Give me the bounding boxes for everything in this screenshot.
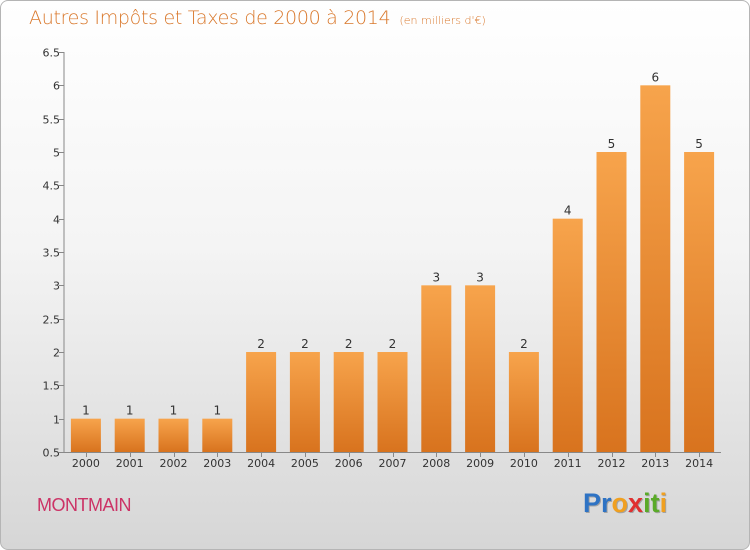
data-label: 3 [476,270,484,284]
y-tick-label: 1.5 [43,380,61,393]
chart-title-main: Autres Impôts et Taxes de 2000 à 2014 [29,7,391,29]
bar-2012 [596,152,627,452]
bar-2001 [114,418,145,452]
data-label: 3 [432,270,440,284]
data-label: 4 [564,204,572,218]
bar-2003 [202,418,233,452]
x-tick-label: 2000 [72,457,100,470]
x-tick-label: 2010 [510,457,538,470]
x-tick-label: 2006 [335,457,363,470]
bar-2009 [465,285,496,452]
data-label: 2 [389,337,397,351]
data-label: 2 [257,337,265,351]
axes: 0.5 1 1.5 2 2.5 3 3.5 4 4.5 5 5.5 6 6.5 [43,47,721,460]
data-label: 1 [126,404,134,418]
data-label: 1 [170,404,178,418]
data-label: 5 [695,137,703,151]
bar-2014 [684,152,715,452]
logo-letter: P [583,488,602,518]
logo-letter: x [628,488,644,518]
y-tick-label: 5 [53,147,60,160]
x-tick-label: 2009 [466,457,494,470]
x-tick-label: 2002 [160,457,188,470]
x-tick-label: 2013 [641,457,669,470]
bar-2004 [246,352,277,452]
bar-2010 [508,352,539,452]
data-label: 5 [608,137,616,151]
x-tick-label: 2012 [598,457,626,470]
x-tick-label: 2007 [379,457,407,470]
logo-letter: r [601,488,612,518]
y-tick-label: 3.5 [43,247,61,260]
bar-2011 [552,218,583,452]
data-label: 1 [213,404,221,418]
logo-letter: o [611,488,629,518]
x-tick-label: 2008 [422,457,450,470]
x-tick-label: 2011 [554,457,582,470]
chart-unit-note: (en milliers d'€) [399,14,486,27]
data-label: 2 [520,337,528,351]
logo-letter: t [650,488,660,518]
bar-2000 [70,418,101,452]
y-tick-label: 4 [53,214,60,227]
y-tick-label: 3 [53,280,60,293]
y-tick-label: 2 [53,347,60,360]
x-tick-label: 2014 [685,457,713,470]
bar-2008 [421,285,452,452]
bar-2002 [158,418,189,452]
proxiti-logo[interactable]: Proxiti [583,488,667,519]
labels-group: 2000 1 2001 1 2002 1 2003 1 2004 2 2005 2 2006 2 2007 2… [72,70,713,470]
bar-2005 [289,352,320,452]
data-label: 2 [301,337,309,351]
y-tick-label: 1 [53,414,60,427]
x-tick-label: 2001 [116,457,144,470]
data-label: 2 [345,337,353,351]
chart-title: Autres Impôts et Taxes de 2000 à 2014 (e… [29,7,486,29]
x-tick-label: 2003 [203,457,231,470]
y-tick-label: 0.5 [43,447,61,460]
bar-2013 [640,85,671,452]
bars-group [70,85,715,452]
bar-2007 [377,352,408,452]
commune-name: MONTMAIN [37,495,132,515]
y-tick-label: 4.5 [43,180,61,193]
x-tick-label: 2005 [291,457,319,470]
logo-letter: i [659,488,668,518]
bar-2006 [333,352,364,452]
y-tick-label: 6.5 [43,47,61,60]
y-tick-label: 6 [53,80,60,93]
logo-letter: i [643,488,651,518]
x-tick-label: 2004 [247,457,275,470]
data-label: 1 [82,404,90,418]
y-tick-label: 2.5 [43,314,61,327]
data-label: 6 [651,70,659,84]
y-tick-label: 5.5 [43,114,61,127]
